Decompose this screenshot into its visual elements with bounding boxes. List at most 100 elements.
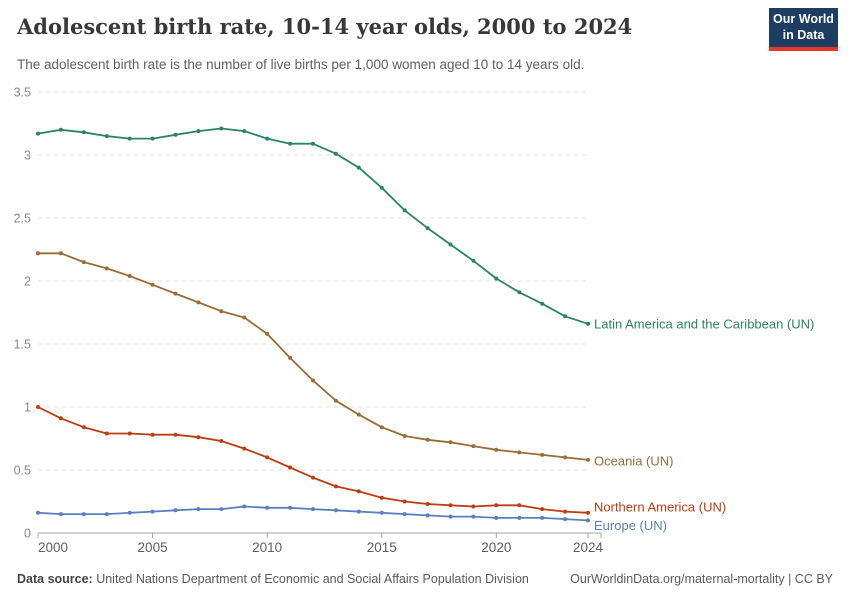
data-point-europe-un-2010[interactable] bbox=[265, 505, 270, 510]
series-end-label-oceania-un[interactable]: Oceania (UN) bbox=[594, 453, 673, 468]
series-end-label-latin-america-and-the-caribbean-un[interactable]: Latin America and the Caribbean (UN) bbox=[594, 316, 814, 331]
data-point-europe-un-2007[interactable] bbox=[196, 507, 201, 512]
data-point-latin-america-and-the-caribbean-un-2021[interactable] bbox=[517, 290, 522, 295]
data-point-europe-un-2000[interactable] bbox=[36, 510, 40, 515]
data-point-latin-america-and-the-caribbean-un-2022[interactable] bbox=[540, 301, 545, 306]
data-point-latin-america-and-the-caribbean-un-2008[interactable] bbox=[219, 126, 224, 131]
data-point-oceania-un-2005[interactable] bbox=[150, 282, 155, 287]
series-end-label-europe-un[interactable]: Europe (UN) bbox=[594, 518, 667, 533]
data-point-latin-america-and-the-caribbean-un-2004[interactable] bbox=[127, 136, 132, 141]
data-point-oceania-un-2016[interactable] bbox=[402, 434, 407, 438]
data-point-northern-america-un-2005[interactable] bbox=[150, 432, 155, 437]
data-point-oceania-un-2006[interactable] bbox=[173, 291, 178, 296]
data-point-northern-america-un-2014[interactable] bbox=[356, 489, 361, 494]
data-point-europe-un-2001[interactable] bbox=[58, 512, 63, 517]
data-point-europe-un-2002[interactable] bbox=[81, 512, 86, 517]
data-point-latin-america-and-the-caribbean-un-2014[interactable] bbox=[356, 165, 361, 170]
data-point-latin-america-and-the-caribbean-un-2007[interactable] bbox=[196, 129, 201, 134]
owid-logo[interactable]: Our World in Data bbox=[769, 8, 838, 51]
data-point-oceania-un-2020[interactable] bbox=[494, 447, 499, 452]
data-point-europe-un-2012[interactable] bbox=[311, 507, 315, 512]
data-point-oceania-un-2023[interactable] bbox=[563, 455, 568, 460]
series-end-label-northern-america-un[interactable]: Northern America (UN) bbox=[594, 499, 726, 514]
data-point-northern-america-un-2000[interactable] bbox=[36, 405, 40, 409]
data-point-northern-america-un-2008[interactable] bbox=[219, 439, 224, 443]
data-point-latin-america-and-the-caribbean-un-2013[interactable] bbox=[333, 151, 338, 156]
data-point-europe-un-2022[interactable] bbox=[540, 515, 545, 520]
data-point-europe-un-2004[interactable] bbox=[127, 510, 132, 515]
data-point-northern-america-un-2017[interactable] bbox=[425, 502, 430, 506]
data-point-northern-america-un-2020[interactable] bbox=[494, 503, 499, 508]
data-point-northern-america-un-2024[interactable] bbox=[586, 510, 590, 515]
data-point-northern-america-un-2007[interactable] bbox=[196, 435, 201, 440]
data-point-northern-america-un-2015[interactable] bbox=[379, 495, 384, 500]
data-point-northern-america-un-2012[interactable] bbox=[311, 475, 315, 480]
data-point-europe-un-2020[interactable] bbox=[494, 515, 499, 520]
data-point-northern-america-un-2013[interactable] bbox=[333, 484, 338, 489]
data-point-oceania-un-2021[interactable] bbox=[517, 450, 522, 455]
data-point-northern-america-un-2011[interactable] bbox=[288, 465, 293, 470]
data-point-latin-america-and-the-caribbean-un-2020[interactable] bbox=[494, 276, 499, 281]
data-point-oceania-un-2009[interactable] bbox=[242, 315, 247, 320]
data-point-europe-un-2005[interactable] bbox=[150, 509, 155, 514]
data-point-latin-america-and-the-caribbean-un-2019[interactable] bbox=[471, 258, 476, 263]
data-point-oceania-un-2012[interactable] bbox=[311, 378, 315, 383]
attribution-link[interactable]: OurWorldinData.org/maternal-mortality | … bbox=[570, 572, 833, 586]
data-point-northern-america-un-2006[interactable] bbox=[173, 432, 178, 437]
data-point-oceania-un-2014[interactable] bbox=[356, 412, 361, 417]
data-point-oceania-un-2004[interactable] bbox=[127, 274, 132, 278]
data-point-europe-un-2006[interactable] bbox=[173, 508, 178, 513]
data-point-latin-america-and-the-caribbean-un-2017[interactable] bbox=[425, 226, 430, 231]
data-point-europe-un-2014[interactable] bbox=[356, 509, 361, 514]
data-point-latin-america-and-the-caribbean-un-2023[interactable] bbox=[563, 314, 568, 319]
data-point-europe-un-2019[interactable] bbox=[471, 514, 476, 519]
data-point-europe-un-2015[interactable] bbox=[379, 510, 384, 515]
data-point-northern-america-un-2003[interactable] bbox=[104, 431, 109, 436]
data-point-latin-america-and-the-caribbean-un-2015[interactable] bbox=[379, 185, 384, 190]
data-point-latin-america-and-the-caribbean-un-2018[interactable] bbox=[448, 242, 453, 247]
data-point-northern-america-un-2001[interactable] bbox=[58, 416, 63, 421]
data-point-northern-america-un-2016[interactable] bbox=[402, 499, 407, 504]
data-point-northern-america-un-2002[interactable] bbox=[81, 425, 86, 430]
data-point-europe-un-2003[interactable] bbox=[104, 512, 109, 517]
series-oceania-un[interactable]: Oceania (UN) bbox=[36, 251, 673, 468]
data-point-northern-america-un-2019[interactable] bbox=[471, 504, 476, 509]
data-point-northern-america-un-2023[interactable] bbox=[563, 509, 568, 514]
data-point-europe-un-2008[interactable] bbox=[219, 507, 224, 512]
series-latin-america-and-the-caribbean-un[interactable]: Latin America and the Caribbean (UN) bbox=[36, 126, 814, 332]
data-point-europe-un-2009[interactable] bbox=[242, 504, 247, 509]
data-point-oceania-un-2022[interactable] bbox=[540, 452, 545, 457]
data-point-oceania-un-2000[interactable] bbox=[36, 251, 40, 256]
data-point-oceania-un-2010[interactable] bbox=[265, 331, 270, 336]
data-point-northern-america-un-2021[interactable] bbox=[517, 503, 522, 508]
data-point-northern-america-un-2018[interactable] bbox=[448, 503, 453, 508]
data-point-latin-america-and-the-caribbean-un-2016[interactable] bbox=[402, 208, 407, 213]
data-point-europe-un-2016[interactable] bbox=[402, 512, 407, 517]
data-point-oceania-un-2003[interactable] bbox=[104, 266, 109, 271]
data-point-latin-america-and-the-caribbean-un-2011[interactable] bbox=[288, 141, 293, 146]
data-point-latin-america-and-the-caribbean-un-2002[interactable] bbox=[81, 130, 86, 135]
data-point-oceania-un-2018[interactable] bbox=[448, 440, 453, 445]
data-point-oceania-un-2017[interactable] bbox=[425, 437, 430, 442]
data-point-latin-america-and-the-caribbean-un-2006[interactable] bbox=[173, 132, 178, 137]
data-point-europe-un-2021[interactable] bbox=[517, 515, 522, 520]
data-point-oceania-un-2019[interactable] bbox=[471, 444, 476, 449]
data-point-oceania-un-2008[interactable] bbox=[219, 309, 224, 314]
data-point-oceania-un-2013[interactable] bbox=[333, 398, 338, 403]
data-point-latin-america-and-the-caribbean-un-2003[interactable] bbox=[104, 134, 109, 139]
data-point-northern-america-un-2009[interactable] bbox=[242, 446, 247, 451]
series-line-northern-america-un[interactable] bbox=[37, 406, 589, 514]
data-point-oceania-un-2015[interactable] bbox=[379, 425, 384, 430]
data-point-northern-america-un-2010[interactable] bbox=[265, 455, 270, 460]
data-point-latin-america-and-the-caribbean-un-2012[interactable] bbox=[311, 141, 315, 146]
series-europe-un[interactable]: Europe (UN) bbox=[36, 504, 667, 533]
data-point-oceania-un-2001[interactable] bbox=[58, 251, 63, 256]
data-point-latin-america-and-the-caribbean-un-2000[interactable] bbox=[36, 131, 40, 136]
data-point-latin-america-and-the-caribbean-un-2005[interactable] bbox=[150, 136, 155, 141]
data-point-europe-un-2017[interactable] bbox=[425, 513, 430, 518]
data-point-europe-un-2023[interactable] bbox=[563, 517, 568, 522]
data-point-europe-un-2018[interactable] bbox=[448, 514, 453, 519]
data-point-oceania-un-2011[interactable] bbox=[288, 355, 293, 360]
data-point-latin-america-and-the-caribbean-un-2010[interactable] bbox=[265, 136, 270, 141]
line-chart[interactable]: 0 0.5 1 1.5 2 2.5 3 3.5 2000 2005 2010 2015 2020 2024… bbox=[0, 82, 850, 562]
